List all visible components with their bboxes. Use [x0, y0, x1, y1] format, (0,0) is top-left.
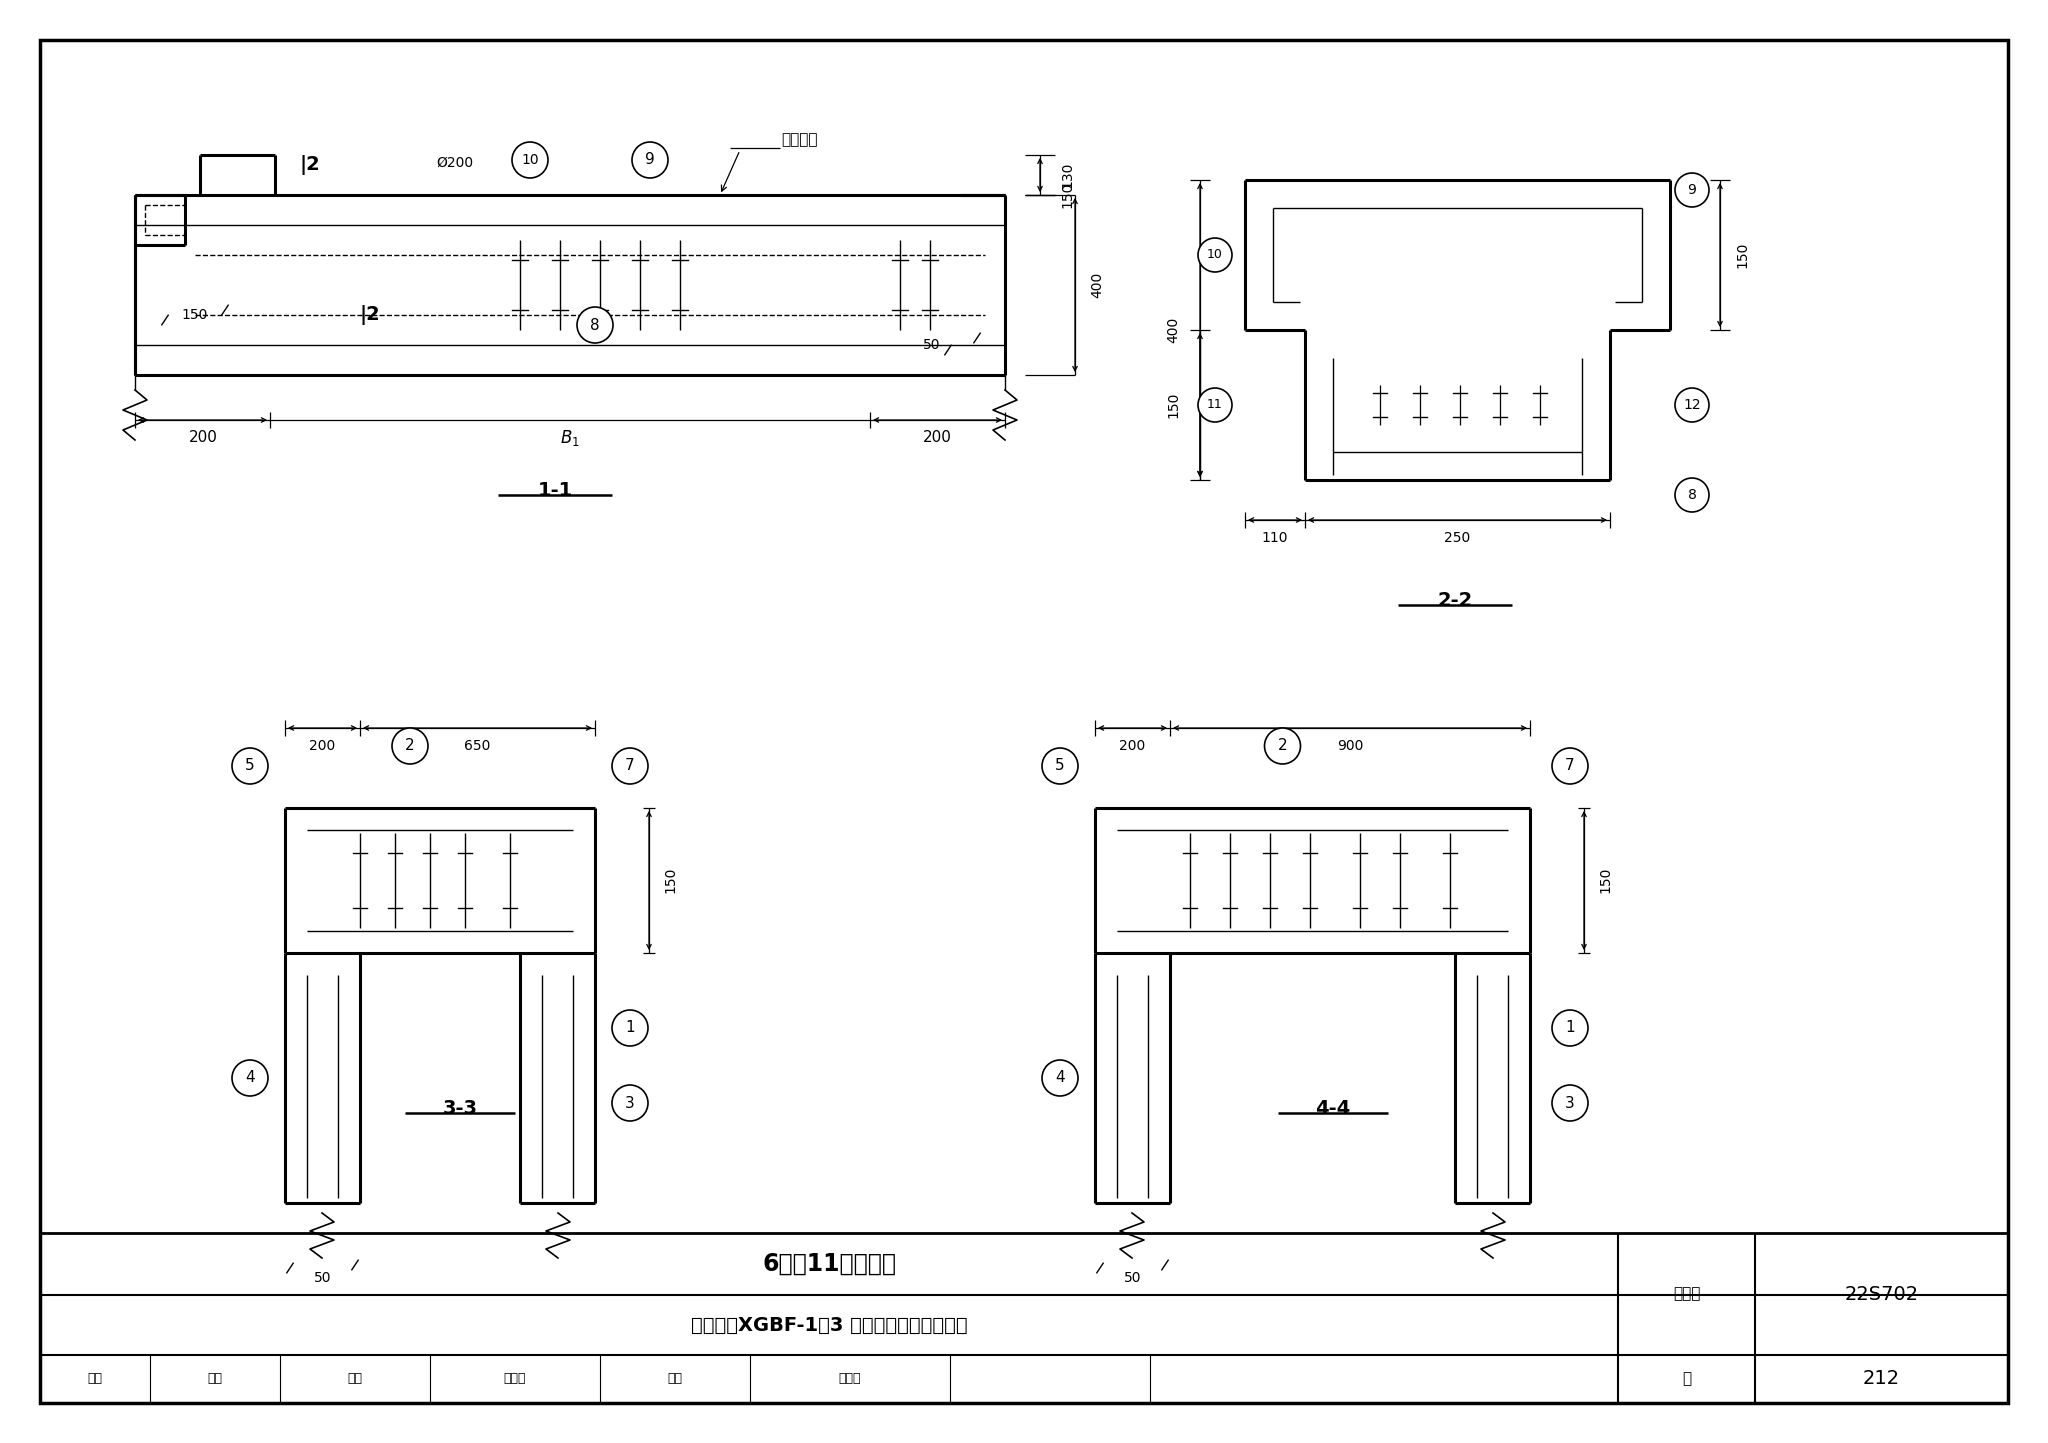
Text: 2-2: 2-2: [1438, 590, 1473, 609]
Text: 50: 50: [1124, 1271, 1141, 1286]
Text: 5: 5: [246, 759, 254, 773]
Text: 3-3: 3-3: [442, 1098, 477, 1117]
Circle shape: [1552, 747, 1587, 784]
Text: 200: 200: [1120, 739, 1145, 753]
Text: 110: 110: [1262, 531, 1288, 545]
Text: 3: 3: [1565, 1095, 1575, 1111]
Text: 900: 900: [1337, 739, 1364, 753]
Text: 3: 3: [625, 1095, 635, 1111]
Text: 王军: 王军: [207, 1372, 223, 1385]
Text: 50: 50: [313, 1271, 332, 1286]
Circle shape: [512, 141, 549, 177]
Text: 1-1: 1-1: [537, 481, 573, 499]
Text: 150: 150: [182, 307, 209, 322]
Text: 4-4: 4-4: [1315, 1098, 1350, 1117]
Circle shape: [231, 747, 268, 784]
Circle shape: [612, 1010, 647, 1046]
Text: 1: 1: [1565, 1020, 1575, 1036]
Circle shape: [391, 729, 428, 763]
Text: 4: 4: [1055, 1071, 1065, 1085]
Text: 650: 650: [465, 739, 492, 753]
Text: 7: 7: [1565, 759, 1575, 773]
Circle shape: [633, 141, 668, 177]
Circle shape: [1552, 1010, 1587, 1046]
Text: 9: 9: [1688, 183, 1696, 198]
Text: 10: 10: [520, 153, 539, 167]
Text: 10: 10: [1206, 248, 1223, 261]
Text: 150: 150: [1165, 392, 1180, 418]
Text: 400: 400: [1165, 317, 1180, 343]
Circle shape: [1675, 478, 1708, 512]
Circle shape: [1552, 1085, 1587, 1121]
Circle shape: [1675, 388, 1708, 421]
Text: $B_1$: $B_1$: [559, 429, 580, 447]
Circle shape: [1198, 238, 1233, 271]
Circle shape: [578, 307, 612, 343]
Text: 150: 150: [1061, 182, 1073, 208]
Bar: [41, 1232, 2007, 1403]
Circle shape: [1042, 747, 1077, 784]
Text: 150: 150: [664, 867, 678, 893]
Text: 9: 9: [645, 153, 655, 167]
Text: 2: 2: [406, 739, 416, 753]
Text: 校对: 校对: [348, 1372, 362, 1385]
Text: 8: 8: [590, 317, 600, 332]
Text: 400: 400: [1090, 271, 1104, 299]
Text: 李海彬: 李海彬: [840, 1372, 862, 1385]
Text: 12: 12: [1683, 398, 1700, 413]
Text: Ø200: Ø200: [436, 156, 473, 170]
Text: 6号～11号化粪池: 6号～11号化粪池: [762, 1253, 897, 1276]
Text: 50: 50: [922, 338, 940, 352]
Text: 5: 5: [1055, 759, 1065, 773]
Text: 1: 1: [625, 1020, 635, 1036]
Circle shape: [612, 1085, 647, 1121]
Text: 8: 8: [1688, 488, 1696, 502]
Text: 250: 250: [1444, 531, 1470, 545]
Text: 2: 2: [1278, 739, 1288, 753]
Text: 审核: 审核: [88, 1372, 102, 1385]
Circle shape: [612, 747, 647, 784]
Circle shape: [1675, 173, 1708, 206]
Text: 页: 页: [1681, 1371, 1692, 1387]
Circle shape: [231, 1061, 268, 1097]
Text: 7: 7: [625, 759, 635, 773]
Circle shape: [1042, 1061, 1077, 1097]
Text: 200: 200: [922, 430, 952, 446]
Circle shape: [1198, 388, 1233, 421]
Text: |2: |2: [360, 304, 381, 325]
Text: |2: |2: [299, 154, 319, 175]
Text: 22S702: 22S702: [1845, 1284, 1919, 1303]
Text: 11: 11: [1206, 398, 1223, 411]
Text: 池壁顶部: 池壁顶部: [782, 133, 819, 147]
Text: 现浇盖板XGBF-1、3 配筋剑面图（有覆土）: 现浇盖板XGBF-1、3 配筋剑面图（有覆土）: [690, 1316, 967, 1335]
Text: 130: 130: [1061, 162, 1073, 188]
Circle shape: [1264, 729, 1300, 763]
Text: 212: 212: [1864, 1369, 1901, 1388]
Text: 150: 150: [1735, 242, 1749, 268]
Text: 洪财滨: 洪财滨: [504, 1372, 526, 1385]
Text: 设计: 设计: [668, 1372, 682, 1385]
Text: 4: 4: [246, 1071, 254, 1085]
Text: 图集号: 图集号: [1673, 1287, 1700, 1302]
Text: 200: 200: [188, 430, 217, 446]
Text: 200: 200: [309, 739, 336, 753]
Text: 150: 150: [1597, 867, 1612, 893]
